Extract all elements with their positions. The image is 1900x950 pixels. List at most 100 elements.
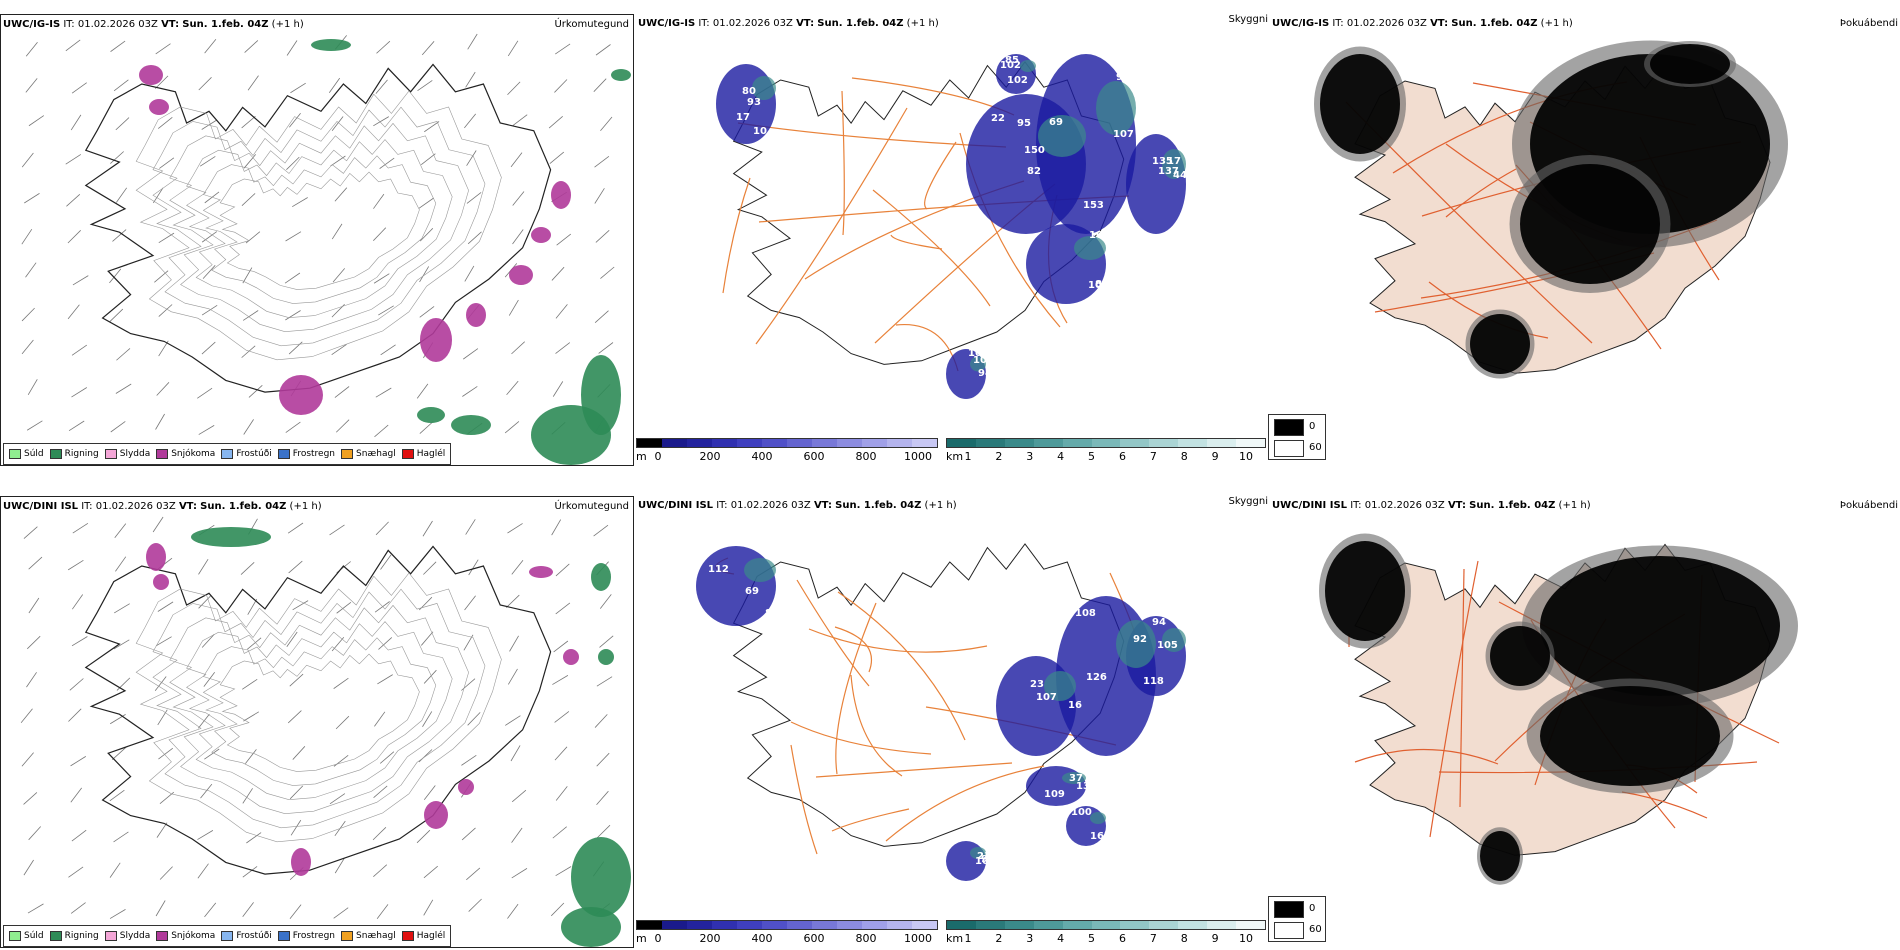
colorbar-segment <box>712 921 737 929</box>
wind-barb <box>512 229 524 245</box>
wind-barb <box>416 383 429 399</box>
visibility-colorbar-m: m 0 200 400 600 800 1000 <box>636 438 938 466</box>
snow-area <box>551 181 571 209</box>
colorbar-tick: 3 <box>1026 932 1034 945</box>
visibility-value-label: 102 <box>1007 75 1028 86</box>
wind-barb <box>373 227 387 241</box>
wind-barb <box>240 562 255 575</box>
wind-barb <box>198 425 215 435</box>
low-visibility-area <box>716 64 776 144</box>
road <box>924 141 957 210</box>
wind-barb <box>21 228 33 245</box>
legend-swatch <box>9 449 21 459</box>
wind-barb <box>423 785 436 800</box>
wind-barb <box>67 230 81 244</box>
colorbar-segment <box>712 439 737 447</box>
wind-barb <box>70 756 87 767</box>
it-value: 01.02.2026 03Z <box>730 500 811 511</box>
colorbar-unit: km <box>946 932 964 945</box>
legend-swatch <box>156 931 169 941</box>
wind-barb <box>158 232 175 243</box>
wind-barb <box>114 603 130 614</box>
wind-barb <box>20 708 33 724</box>
colorbar-tick: 5 <box>1088 932 1096 945</box>
legend-swatch <box>9 931 21 941</box>
fog-area <box>1470 314 1530 374</box>
legend-item: Frostúði <box>221 931 272 941</box>
wind-barb <box>109 862 121 878</box>
visibility-value-label: 23 <box>977 851 991 862</box>
legend-label: Snjókoma <box>171 449 216 459</box>
wind-barb <box>552 381 564 397</box>
wind-barb <box>418 197 434 209</box>
wind-barb <box>198 77 212 91</box>
wind-barb <box>110 40 126 52</box>
colorbar-tick: 1000 <box>904 450 932 463</box>
colorbar-segment <box>1236 921 1265 929</box>
panel-header: UWC/DINI ISL IT: 01.02.2026 03Z VT: Sun.… <box>638 500 957 511</box>
mid-visibility-area <box>1162 149 1186 179</box>
wind-barb <box>242 866 258 878</box>
panel-header: UWC/DINI ISL IT: 01.02.2026 03Z VT: Sun.… <box>3 501 322 512</box>
wind-barb <box>420 631 434 646</box>
visibility-value-label: 44 <box>1173 170 1187 181</box>
colorbar-segment <box>1207 921 1237 929</box>
visibility-value-label: 88 <box>765 608 779 619</box>
panel-title: Skyggni <box>1228 14 1268 25</box>
vt-value: Sun. 1.feb. 04Z <box>1451 18 1538 29</box>
visibility-value-label: 94 <box>978 368 992 379</box>
coastline <box>84 545 552 875</box>
legend-swatch <box>49 931 62 941</box>
wind-barb <box>72 522 89 534</box>
wind-barb <box>595 44 611 56</box>
rain-area <box>581 355 621 435</box>
wind-barb <box>71 82 87 94</box>
wind-barb <box>25 262 37 278</box>
colorbar-segment <box>975 439 1005 447</box>
snow-area <box>458 779 474 795</box>
road <box>872 189 991 307</box>
colorbar-segment <box>787 921 812 929</box>
wind-barb <box>510 745 521 762</box>
colorbar-segment <box>912 921 937 929</box>
colorbar-segment <box>687 921 712 929</box>
legend-label: Snjókoma <box>171 931 216 941</box>
panel-ig-visibility: UWC/IG-IS IT: 01.02.2026 03Z VT: Sun. 1.… <box>636 14 1268 466</box>
visibility-value-label: 126 <box>1086 672 1107 683</box>
wind-barb <box>511 789 527 803</box>
colorbar-segment <box>812 921 837 929</box>
colorbar-segment <box>1207 439 1237 447</box>
wind-barb <box>154 75 169 89</box>
wind-barb <box>23 792 38 805</box>
colorbar-segment <box>947 439 976 447</box>
vt-label: VT: <box>161 19 180 30</box>
snow-area <box>146 543 166 571</box>
fog-high-swatch <box>1274 419 1304 436</box>
wind-barb <box>598 342 614 354</box>
terrain-contour <box>202 637 437 786</box>
road <box>790 744 818 855</box>
visibility-value-label: 102 <box>1000 60 1021 71</box>
wind-barb <box>23 859 34 876</box>
colorbar-segment <box>837 439 862 447</box>
panel-header: UWC/IG-IS IT: 01.02.2026 03Z VT: Sun. 1.… <box>638 18 939 29</box>
wind-barb <box>289 785 304 800</box>
visibility-value-label: 86 <box>1095 279 1109 290</box>
rain-area <box>311 39 351 51</box>
wind-barb <box>465 519 476 535</box>
visibility-value-label: 92 <box>1133 634 1147 645</box>
wind-barb <box>593 524 609 537</box>
legend-label: Rigning <box>64 931 99 941</box>
fog-area <box>1480 831 1520 881</box>
it-value: 01.02.2026 03Z <box>95 501 176 512</box>
colorbar-tick: 600 <box>803 932 825 945</box>
fog-area <box>1320 54 1400 154</box>
wind-barb <box>287 710 302 724</box>
wind-barb <box>507 903 519 919</box>
wind-barb <box>548 115 563 129</box>
visibility-map: 69 23 108 105 109 23 165 112 16 126 118 135 104 100 88… <box>696 543 1186 881</box>
wind-barb <box>507 81 521 96</box>
snow-area <box>149 99 169 115</box>
colorbar-tick: 9 <box>1211 932 1219 945</box>
wind-barb <box>25 78 38 93</box>
